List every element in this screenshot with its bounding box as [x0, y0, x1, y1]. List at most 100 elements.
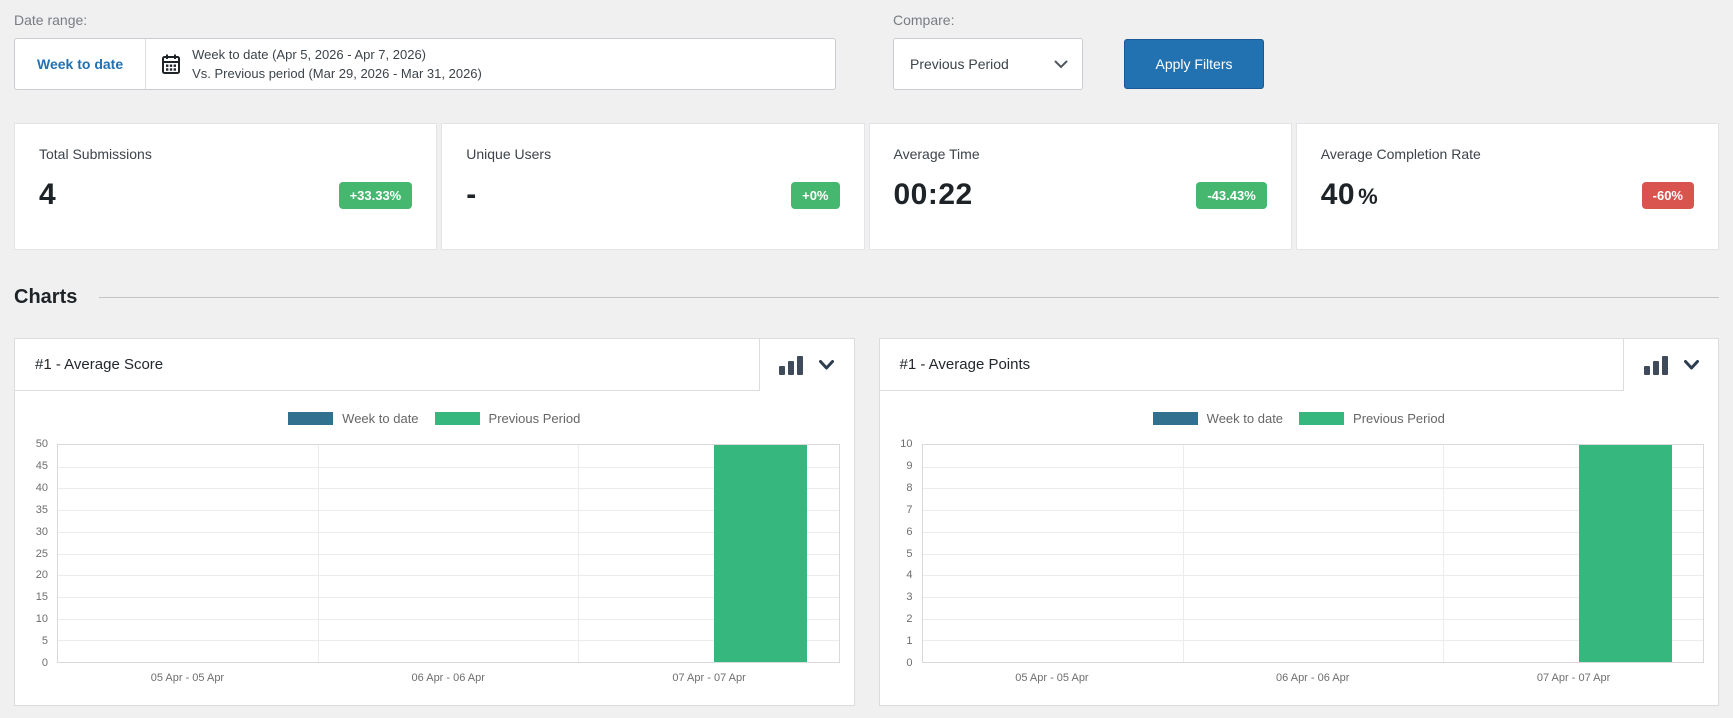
y-tick-label: 35: [35, 503, 48, 516]
chart-card-average-score: #1 - Average Score Week to date Previous …: [14, 338, 855, 706]
category-slot: [578, 445, 838, 662]
date-range-picker[interactable]: Week to date Week to date (Apr 5, 2026 -…: [14, 38, 836, 90]
charts-section-header: Charts: [14, 285, 1719, 309]
stat-card-average-completion-rate: Average Completion Rate 40% -60%: [1295, 123, 1719, 250]
x-tick-label: 06 Apr - 06 Apr: [411, 672, 485, 684]
stat-card-average-time: Average Time 00:22 -43.43%: [868, 123, 1292, 250]
legend-item[interactable]: Week to date: [1152, 411, 1284, 426]
stat-value: -: [466, 178, 477, 211]
plot-area: [921, 444, 1704, 663]
legend-label: Week to date: [1206, 411, 1284, 426]
y-tick-label: 0: [906, 657, 913, 669]
date-preset-link[interactable]: Week to date: [15, 39, 147, 89]
category-slot: [923, 445, 1183, 662]
legend-swatch: [1152, 412, 1198, 425]
legend-swatch: [288, 412, 334, 425]
stat-label: Unique Users: [466, 146, 552, 162]
legend-swatch: [1299, 412, 1345, 425]
bar-previous-period: [1578, 445, 1672, 662]
y-tick-label: 2: [906, 613, 913, 626]
stat-value: 40%: [1320, 178, 1379, 211]
category-slot: [58, 445, 318, 662]
bar-chart: 10 9 8 7 6 5 4 3 2 1 0 05 Apr - 05 Apr 06 Apr - 06 A…: [880, 438, 1719, 684]
stat-change-badge: +0%: [791, 181, 840, 209]
y-tick-label: 9: [906, 459, 913, 472]
y-tick-label: 3: [906, 591, 913, 604]
y-tick-label: 50: [35, 438, 48, 450]
category-slot: [318, 445, 578, 662]
y-tick-label: 40: [35, 481, 48, 494]
stat-card-total-submissions: Total Submissions 4 +33.33%: [14, 123, 438, 250]
y-tick-label: 1: [906, 635, 913, 648]
chart-card-average-points: #1 - Average Points Week to date Previous…: [878, 338, 1719, 706]
legend-swatch: [434, 412, 480, 425]
x-tick-label: 06 Apr - 06 Apr: [1276, 672, 1350, 684]
stat-label: Average Completion Rate: [1320, 146, 1481, 162]
date-range-text: Week to date (Apr 5, 2026 - Apr 7, 2026)…: [192, 45, 482, 83]
y-tick-label: 15: [35, 591, 48, 604]
date-range-group: Date range: Week to date Week to: [14, 12, 836, 90]
compare-select[interactable]: Previous Period: [893, 38, 1083, 90]
stat-change-badge: -60%: [1641, 181, 1694, 209]
legend-label: Week to date: [342, 411, 419, 426]
y-tick-label: 30: [35, 525, 48, 538]
compare-label: Compare:: [893, 12, 955, 28]
filters-row: Date range: Week to date Week to: [14, 12, 1719, 90]
y-tick-label: 0: [41, 657, 48, 669]
y-tick-label: 10: [900, 438, 913, 450]
calendar-icon: [162, 54, 181, 74]
y-tick-label: 6: [906, 525, 913, 538]
y-tick-label: 8: [906, 481, 913, 494]
stat-change-badge: -43.43%: [1196, 181, 1267, 209]
y-tick-label: 5: [41, 635, 48, 648]
compare-group: Compare: Previous Period Apply Filters: [893, 12, 1264, 90]
legend-item[interactable]: Previous Period: [1299, 411, 1445, 426]
y-axis: 50 45 40 35 30 25 20 15 10 5 0: [21, 438, 57, 669]
compare-select-value: Previous Period: [910, 56, 1009, 72]
chevron-down-icon: [1054, 56, 1068, 72]
y-tick-label: 45: [35, 459, 48, 472]
bar-chart: 50 45 40 35 30 25 20 15 10 5 0 05 Apr - 05 Apr 06 Ap…: [15, 438, 854, 684]
plot-area: [57, 444, 840, 663]
chart-legend: Week to date Previous Period: [15, 391, 854, 444]
y-tick-label: 25: [35, 547, 48, 560]
y-axis: 10 9 8 7 6 5 4 3 2 1 0: [886, 438, 922, 669]
chart-legend: Week to date Previous Period: [880, 391, 1719, 444]
x-tick-label: 05 Apr - 05 Apr: [1015, 672, 1089, 684]
stat-card-unique-users: Unique Users - +0%: [441, 123, 865, 250]
bar-chart-icon[interactable]: [779, 355, 803, 375]
legend-label: Previous Period: [488, 411, 581, 426]
stat-change-badge: +33.33%: [338, 181, 413, 209]
stat-label: Average Time: [893, 146, 980, 162]
date-range-previous: Vs. Previous period (Mar 29, 2026 - Mar …: [192, 66, 482, 81]
y-tick-label: 5: [906, 547, 913, 560]
stats-row: Total Submissions 4 +33.33% Unique Users…: [14, 123, 1719, 250]
chevron-down-icon[interactable]: [819, 360, 834, 370]
bar-chart-icon[interactable]: [1643, 355, 1668, 375]
date-range-label: Date range:: [14, 12, 88, 28]
date-range-current: Week to date (Apr 5, 2026 - Apr 7, 2026): [192, 47, 427, 62]
x-tick-label: 05 Apr - 05 Apr: [150, 672, 225, 684]
stat-value: 4: [39, 178, 57, 211]
x-tick-label: 07 Apr - 07 Apr: [672, 672, 746, 684]
category-slot: [1442, 445, 1703, 662]
y-tick-label: 4: [906, 569, 913, 582]
heading-divider: [99, 296, 1719, 298]
chart-title: #1 - Average Points: [879, 339, 1624, 391]
y-tick-label: 10: [35, 613, 48, 626]
stat-label: Total Submissions: [39, 146, 152, 162]
y-tick-label: 20: [35, 569, 48, 582]
x-tick-label: 07 Apr - 07 Apr: [1536, 672, 1611, 684]
charts-row: #1 - Average Score Week to date Previous …: [14, 338, 1719, 706]
charts-heading: Charts: [14, 285, 78, 308]
bar-previous-period: [714, 445, 808, 662]
category-slot: [1182, 445, 1443, 662]
y-tick-label: 7: [906, 503, 913, 516]
stat-value: 00:22: [893, 178, 973, 211]
legend-label: Previous Period: [1353, 411, 1445, 426]
legend-item[interactable]: Previous Period: [434, 411, 581, 426]
legend-item[interactable]: Week to date: [288, 411, 419, 426]
apply-filters-button[interactable]: Apply Filters: [1124, 39, 1264, 89]
chevron-down-icon[interactable]: [1683, 360, 1699, 370]
chart-title: #1 - Average Score: [15, 339, 760, 391]
